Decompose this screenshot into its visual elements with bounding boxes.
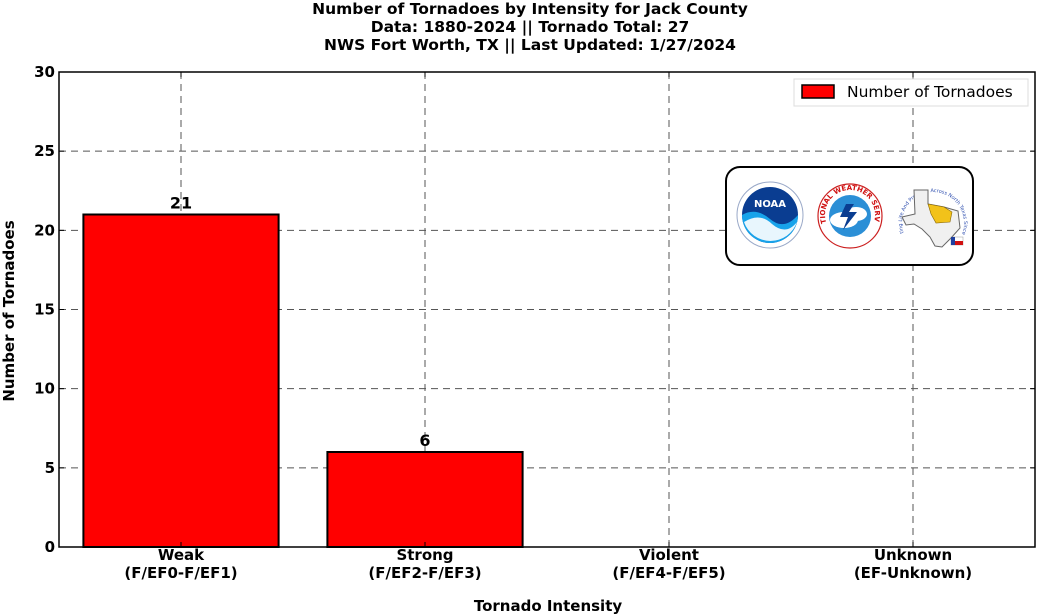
x-tick-label-line1: Violent xyxy=(639,546,699,564)
chart-title-line-1: Number of Tornadoes by Intensity for Jac… xyxy=(312,0,748,18)
north-texas-region xyxy=(927,203,953,224)
x-tick-label-line1: Weak xyxy=(158,546,205,564)
y-tick-label: 10 xyxy=(34,380,55,398)
axis-ticks xyxy=(59,71,1035,548)
x-tick-label-line2: (EF-Unknown) xyxy=(854,564,972,582)
x-tick-label-line1: Strong xyxy=(396,546,453,564)
bar xyxy=(326,451,524,548)
chart-title-line-3: NWS Fort Worth, TX || Last Updated: 1/27… xyxy=(324,36,736,54)
x-axis-label: Tornado Intensity xyxy=(474,597,623,615)
x-tick-label-line2: (F/EF2-F/EF3) xyxy=(368,564,481,582)
bars xyxy=(82,213,524,548)
bar-value-label: 6 xyxy=(419,431,430,450)
y-tick-label: 20 xyxy=(34,221,55,239)
y-tick-label: 15 xyxy=(34,301,55,319)
bar xyxy=(82,213,280,548)
chart-title-line-2: Data: 1880-2024 || Tornado Total: 27 xyxy=(370,18,690,36)
noaa-logo-text: NOAA xyxy=(754,199,786,210)
x-tick-label-line2: (F/EF4-F/EF5) xyxy=(612,564,725,582)
y-tick-label: 0 xyxy=(45,538,55,556)
legend-swatch xyxy=(801,84,835,99)
y-axis-label: Number of Tornadoes xyxy=(0,220,18,401)
legend: Number of Tornadoes xyxy=(793,78,1029,107)
y-tick-label: 5 xyxy=(45,459,55,477)
bar-value-label: 21 xyxy=(170,194,192,213)
y-tick-label: 25 xyxy=(34,142,55,160)
legend-label: Number of Tornadoes xyxy=(847,83,1013,101)
x-tick-label-line2: (F/EF0-F/EF1) xyxy=(124,564,237,582)
noaa-logo: NOAA xyxy=(736,181,804,249)
y-tick-label: 30 xyxy=(34,63,55,81)
x-tick-label-line1: Unknown xyxy=(874,546,952,564)
axis-labels: 051015202530Weak(F/EF0-F/EF1)Strong(F/EF… xyxy=(34,63,972,582)
